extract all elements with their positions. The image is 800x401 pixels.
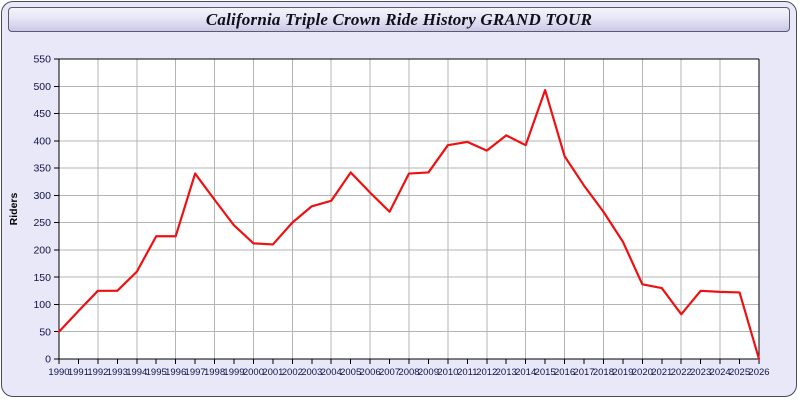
gridlines bbox=[59, 59, 760, 359]
x-tick-label: 1991 bbox=[68, 367, 89, 378]
x-tick-label: 2011 bbox=[457, 367, 477, 378]
x-tick-label: 2015 bbox=[535, 367, 556, 378]
x-tick-label: 2009 bbox=[418, 367, 439, 378]
x-tick-label: 2020 bbox=[632, 367, 653, 378]
y-tick-label: 400 bbox=[33, 135, 51, 147]
y-axis-title-text: Riders bbox=[8, 193, 20, 226]
x-tick-label: 1998 bbox=[204, 367, 225, 378]
x-tick-label: 2026 bbox=[748, 367, 769, 378]
title-bar: California Triple Crown Ride History GRA… bbox=[8, 7, 790, 32]
y-tick-label: 150 bbox=[33, 272, 51, 284]
x-tick-label: 2002 bbox=[282, 367, 303, 378]
y-tick-label: 250 bbox=[33, 217, 51, 229]
x-tick-label: 2001 bbox=[262, 367, 283, 378]
x-tick-label: 1993 bbox=[107, 367, 128, 378]
x-tick-label: 1995 bbox=[146, 367, 167, 378]
x-tick-label: 2025 bbox=[729, 367, 750, 378]
x-tick-label: 1999 bbox=[223, 367, 244, 378]
y-tick-label: 450 bbox=[33, 108, 51, 120]
x-tick-label: 1994 bbox=[126, 367, 147, 378]
x-tick-label: 2012 bbox=[476, 367, 497, 378]
y-tick-label: 200 bbox=[33, 245, 51, 257]
x-tick-label: 2021 bbox=[651, 367, 672, 378]
data-series bbox=[57, 88, 761, 361]
x-axis: 1990199119921993199419951996199719981999… bbox=[48, 358, 770, 378]
x-tick-label: 2014 bbox=[515, 367, 536, 378]
x-tick-label: 2022 bbox=[671, 367, 692, 378]
y-axis: 0 50 100 150 200 250 300 350 400 450 500 550 bbox=[33, 54, 760, 366]
x-tick-label: 2024 bbox=[710, 367, 731, 378]
x-tick-label: 2005 bbox=[340, 367, 361, 378]
y-tick-label: 0 bbox=[45, 354, 51, 366]
chart-title: California Triple Crown Ride History GRA… bbox=[205, 9, 593, 29]
y-tick-label: 300 bbox=[33, 190, 51, 202]
y-tick-label: 100 bbox=[33, 299, 51, 311]
x-tick-label: 2013 bbox=[496, 367, 517, 378]
x-tick-label: 2008 bbox=[398, 367, 419, 378]
series-line-riders bbox=[57, 88, 761, 361]
x-tick-label: 1992 bbox=[87, 367, 108, 378]
x-tick-label: 2004 bbox=[321, 367, 342, 378]
x-tick-label: 1996 bbox=[165, 367, 186, 378]
x-tick-label: 1997 bbox=[185, 367, 206, 378]
x-tick-label: 1990 bbox=[48, 367, 69, 378]
x-tick-label: 2007 bbox=[379, 367, 400, 378]
x-tick-label: 2000 bbox=[243, 367, 264, 378]
x-tick-label: 2018 bbox=[593, 367, 614, 378]
y-tick-label: 500 bbox=[33, 81, 51, 93]
x-tick-label: 2006 bbox=[360, 367, 381, 378]
y-tick-label: 350 bbox=[33, 163, 51, 175]
x-tick-label: 2003 bbox=[301, 367, 322, 378]
y-tick-label: 550 bbox=[33, 54, 51, 66]
x-tick-label: 2023 bbox=[690, 367, 711, 378]
y-axis-title: Riders bbox=[8, 193, 20, 226]
x-tick-label: 2016 bbox=[554, 367, 575, 378]
x-tick-label: 2017 bbox=[573, 367, 594, 378]
x-tick-label: 2019 bbox=[612, 367, 633, 378]
x-tick-label: 2010 bbox=[437, 367, 458, 378]
plot-area: 0 50 100 150 200 250 300 350 400 450 500 550 1990 19… bbox=[2, 34, 796, 396]
y-tick-label: 50 bbox=[39, 326, 51, 338]
